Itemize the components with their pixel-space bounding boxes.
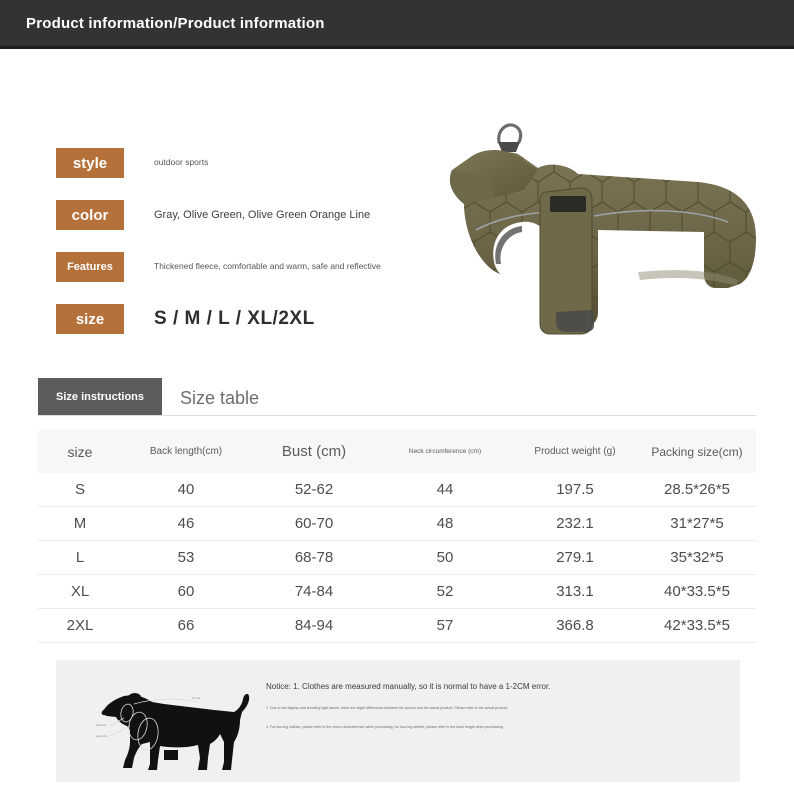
- column-header-back-length: Back length(cm): [149, 446, 223, 457]
- attribute-row-features: Features Thickened fleece, comfortable a…: [56, 250, 476, 284]
- attribute-chip-color: color: [56, 200, 124, 230]
- notice-text-block: Notice: 1. Clothes are measured manually…: [266, 682, 726, 729]
- cell-back: 40: [122, 473, 250, 507]
- product-photo-dog-jacket: [398, 112, 790, 352]
- cell-back: 53: [122, 540, 250, 575]
- cell-size: S: [38, 473, 122, 507]
- velcro-strap: [539, 187, 593, 335]
- size-table: size Back length(cm) Bust (cm) Neck circ…: [38, 430, 756, 643]
- cell-neck: 52: [378, 574, 512, 609]
- attribute-chip-size: size: [56, 304, 124, 334]
- column-header-size: size: [67, 443, 93, 460]
- cell-weight: 313.1: [512, 574, 638, 609]
- svg-text:back size: back size: [96, 723, 107, 727]
- column-header-neck-circumference: Neck circumference (cm): [408, 448, 482, 455]
- column-header-bust: Bust (cm): [281, 443, 347, 460]
- attribute-row-style: style outdoor sports: [56, 146, 476, 180]
- leash-loop-icon: [497, 123, 523, 152]
- cell-back: 46: [122, 506, 250, 541]
- dog-measurement-diagram: back size waist size fur size: [94, 668, 264, 776]
- jacket-body: [449, 150, 756, 335]
- cell-weight: 232.1: [512, 506, 638, 541]
- column-header-packing-size: Packing size(cm): [651, 444, 743, 459]
- notice-panel: back size waist size fur size Notice: 1.…: [56, 660, 740, 782]
- column-header-product-weight: Product weight (g): [534, 446, 616, 457]
- size-table-title: Size table: [180, 388, 260, 408]
- cell-bust: 68-78: [250, 540, 378, 575]
- size-table-body: S 40 52-62 44 197.5 28.5*26*5 M 46 60-70…: [38, 473, 756, 643]
- dog-jacket-illustration: [449, 123, 756, 335]
- cell-packing: 42*33.5*5: [638, 608, 756, 643]
- attribute-row-color: color Gray, Olive Green, Olive Green Ora…: [56, 198, 476, 232]
- notice-line-1: Notice: 1. Clothes are measured manually…: [266, 682, 726, 691]
- cell-weight: 366.8: [512, 608, 638, 643]
- cell-packing: 28.5*26*5: [638, 473, 756, 507]
- cell-weight: 197.5: [512, 473, 638, 507]
- size-instructions-tab-label: Size instructions: [56, 390, 145, 403]
- notice-line-3: 3. For two-leg clothes, please refer to …: [266, 725, 504, 729]
- page-header: Product information/Product information: [0, 0, 794, 49]
- size-table-header-row: size Back length(cm) Bust (cm) Neck circ…: [38, 430, 756, 473]
- product-attribute-list: style outdoor sports color Gray, Olive G…: [56, 146, 476, 354]
- cell-packing: 31*27*5: [638, 506, 756, 541]
- cell-neck: 44: [378, 473, 512, 507]
- attribute-value-features: Thickened fleece, comfortable and warm, …: [154, 261, 381, 272]
- velcro-patch: [550, 196, 586, 212]
- jacket-collar: [449, 150, 538, 204]
- table-row: L 53 68-78 50 279.1 35*32*5: [38, 540, 756, 575]
- svg-text:fur size: fur size: [192, 696, 201, 700]
- cell-size: 2XL: [38, 608, 122, 643]
- attribute-value-style: outdoor sports: [154, 157, 209, 168]
- notice-lead-label: Notice:: [266, 682, 291, 691]
- notice-line-1-text: 1. Clothes are measured manually, so it …: [293, 682, 551, 691]
- cell-bust: 52-62: [250, 473, 378, 507]
- cell-back: 60: [122, 574, 250, 609]
- dog-silhouette-icon: back size waist size fur size: [96, 693, 250, 770]
- attribute-chip-style: style: [56, 148, 124, 178]
- cell-weight: 279.1: [512, 540, 638, 575]
- cell-packing: 40*33.5*5: [638, 574, 756, 609]
- attribute-value-size: S / M / L / XL/2XL: [154, 307, 315, 329]
- cell-bust: 84-94: [250, 608, 378, 643]
- size-instructions-tab[interactable]: Size instructions: [38, 378, 163, 415]
- cell-back: 66: [122, 608, 250, 643]
- attribute-value-color: Gray, Olive Green, Olive Green Orange Li…: [154, 208, 371, 221]
- cell-bust: 60-70: [250, 506, 378, 541]
- page-title: Product information/Product information: [26, 14, 325, 32]
- cell-size: M: [38, 506, 122, 541]
- title-divider: [38, 415, 756, 416]
- table-row: 2XL 66 84-94 57 366.8 42*33.5*5: [38, 608, 756, 643]
- svg-text:waist size: waist size: [96, 734, 108, 738]
- table-row: M 46 60-70 48 232.1 31*27*5: [38, 506, 756, 541]
- cell-neck: 57: [378, 608, 512, 643]
- cell-bust: 74-84: [250, 574, 378, 609]
- diagram-caption-block: [164, 750, 178, 760]
- table-row: S 40 52-62 44 197.5 28.5*26*5: [38, 473, 756, 507]
- cell-neck: 48: [378, 506, 512, 541]
- cell-size: XL: [38, 574, 122, 609]
- attribute-chip-features: Features: [56, 252, 124, 282]
- cell-packing: 35*32*5: [638, 540, 756, 575]
- measurement-guide-lines: [109, 698, 199, 751]
- cell-neck: 50: [378, 540, 512, 575]
- reflective-stripe-back: [593, 209, 729, 223]
- diagram-annotation-labels: back size waist size fur size: [96, 696, 201, 738]
- attribute-row-size: size S / M / L / XL/2XL: [56, 302, 476, 336]
- size-table-header: size Back length(cm) Bust (cm) Neck circ…: [38, 430, 756, 473]
- notice-line-2: 2. Due to the display and shooting light…: [266, 706, 509, 710]
- cell-size: L: [38, 540, 122, 575]
- table-row: XL 60 74-84 52 313.1 40*33.5*5: [38, 574, 756, 609]
